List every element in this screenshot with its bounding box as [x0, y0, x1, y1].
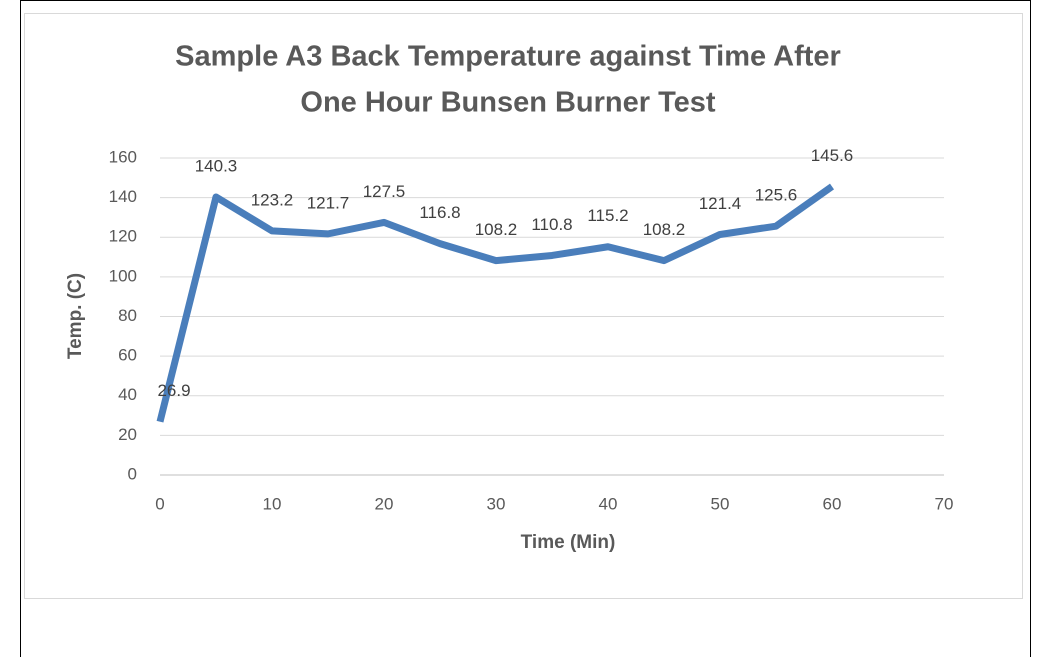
data-label: 125.6 [755, 186, 798, 205]
chart-title: One Hour Bunsen Burner Test [300, 87, 716, 119]
data-label: 145.6 [811, 146, 854, 165]
x-tick-label: 70 [935, 494, 954, 513]
y-tick-label: 20 [118, 425, 137, 444]
data-label: 123.2 [251, 190, 294, 209]
x-tick-label: 40 [599, 494, 618, 513]
y-tick-label: 140 [109, 187, 137, 206]
line-series [156, 183, 835, 423]
x-tick-label: 30 [487, 494, 506, 513]
y-tick-label: 40 [118, 385, 137, 404]
data-label: 108.2 [475, 220, 518, 239]
y-tick-label: 60 [118, 346, 137, 365]
data-label: 115.2 [587, 206, 628, 225]
y-tick-label: 160 [109, 147, 137, 166]
x-tick-label: 0 [155, 494, 164, 513]
data-label: 121.4 [699, 194, 742, 213]
x-tick-label: 10 [263, 494, 282, 513]
y-tick-label: 0 [128, 464, 137, 483]
y-tick-label: 80 [118, 306, 137, 325]
data-label: 110.8 [531, 215, 572, 234]
x-tick-label: 20 [375, 494, 394, 513]
y-tick-label: 120 [109, 227, 137, 246]
data-label: 140.3 [195, 157, 238, 176]
x-tick-label: 50 [711, 494, 730, 513]
y-tick-label: 100 [109, 266, 137, 285]
data-label: 108.2 [643, 220, 686, 239]
chart-title: Sample A3 Back Temperature against Time … [175, 41, 841, 73]
data-label: 121.7 [307, 193, 350, 212]
data-label: 116.8 [419, 203, 460, 222]
data-label: 26.9 [157, 381, 190, 400]
data-label: 127.5 [363, 182, 406, 201]
y-axis-title: Temp. (C) [65, 273, 86, 359]
x-axis-title: Time (Min) [521, 532, 616, 553]
x-tick-label: 60 [823, 494, 842, 513]
